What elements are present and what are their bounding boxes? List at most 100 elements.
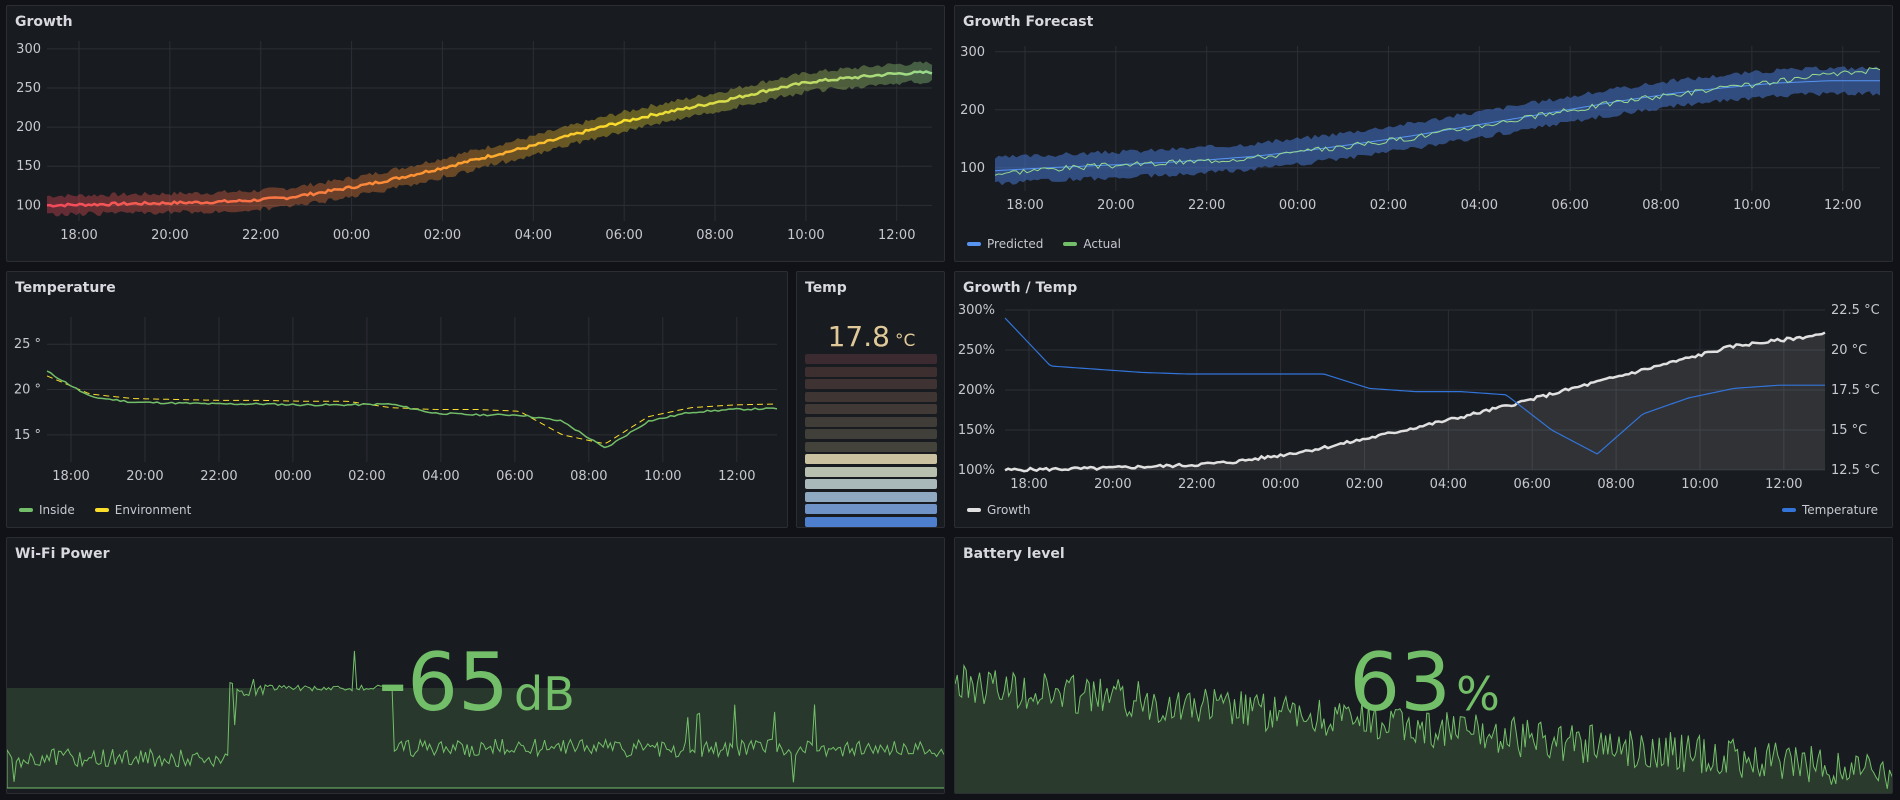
inside-line — [46, 370, 778, 449]
predicted-band — [995, 66, 1880, 186]
legend-label[interactable]: Temperature — [1801, 503, 1878, 517]
x-tick-label: 00:00 — [333, 228, 370, 243]
gauge-segment — [805, 504, 937, 514]
temperature-panel[interactable]: Temperature 18:00 20:00 22:00 00:00 02:00 04:… — [6, 271, 788, 528]
environment-line — [46, 375, 778, 445]
temperature-legend: Inside Environment — [19, 503, 191, 517]
y-tick-label: 150 — [16, 159, 41, 174]
panel-title: Temp — [805, 280, 847, 296]
panel-title: Growth — [15, 14, 73, 30]
x-tick-label: 12:00 — [1824, 198, 1861, 213]
y-tick-label: 15 ° — [14, 428, 41, 443]
growth-panel[interactable]: Growth 18:00 20:00 22:00 00:00 02:00 04:00 06:… — [6, 5, 945, 262]
y-tick-label-right: 22.5 °C — [1831, 303, 1880, 318]
x-tick-label: 08:00 — [696, 228, 733, 243]
gauge-segment — [805, 379, 937, 389]
y-tick-label-right: 15 °C — [1831, 423, 1867, 438]
x-tick-label: 02:00 — [348, 469, 385, 484]
gauge-segment — [805, 454, 937, 464]
temp-stat-panel[interactable]: Temp 17.8 °C — [796, 271, 945, 528]
x-tick-label: 22:00 — [1188, 198, 1225, 213]
x-tick-label: 20:00 — [1097, 198, 1134, 213]
x-tick-label: 20:00 — [126, 469, 163, 484]
legend-label[interactable]: Actual — [1083, 237, 1121, 251]
legend-label[interactable]: Predicted — [987, 237, 1044, 251]
wifi-power-panel[interactable]: Wi-Fi Power -65 dB — [6, 537, 945, 794]
growth-line — [1004, 331, 1826, 473]
predicted-line — [994, 80, 1880, 172]
temp-bar-gauge — [805, 354, 937, 527]
x-tick-label: 10:00 — [1733, 198, 1770, 213]
panel-title: Wi-Fi Power — [15, 546, 110, 562]
y-tick-label-right: 17.5 °C — [1831, 383, 1880, 398]
x-tick-label: 02:00 — [1346, 477, 1383, 492]
growth-area — [1005, 332, 1825, 472]
growth-temp-panel[interactable]: Growth / Temp 18:00 20:00 22:00 00:00 02:00 0… — [954, 271, 1893, 528]
y-tick-label: 100 — [960, 161, 985, 176]
x-tick-label: 06:00 — [1551, 198, 1588, 213]
growth-chart: 18:00 20:00 22:00 00:00 02:00 04:00 06:00 08:00… — [16, 41, 933, 243]
panel-title: Battery level — [963, 546, 1065, 562]
x-tick-label: 12:00 — [878, 228, 915, 243]
growth-forecast-panel[interactable]: Growth Forecast 18:00 20:00 22:00 00:00 02:0… — [954, 5, 1893, 262]
actual-line — [994, 67, 1881, 176]
x-tick-label: 04:00 — [1461, 198, 1498, 213]
y-tick-label: 25 ° — [14, 337, 41, 352]
x-tick-label: 08:00 — [1597, 477, 1634, 492]
wifi-sparkline — [7, 650, 944, 789]
forecast-chart: 18:00 20:00 22:00 00:00 02:00 04:00 06:00 08:00… — [960, 45, 1881, 213]
legend-label[interactable]: Environment — [114, 503, 192, 517]
gauge-segment — [805, 466, 937, 477]
legend-label[interactable]: Inside — [39, 503, 75, 517]
x-tick-label: 10:00 — [1681, 477, 1718, 492]
battery-level-panel[interactable]: Battery level 63 % — [954, 537, 1893, 794]
panel-title: Growth / Temp — [963, 280, 1078, 296]
x-tick-label: 22:00 — [200, 469, 237, 484]
y-tick-label: 300 — [960, 45, 985, 60]
y-tick-label-right: 20 °C — [1831, 343, 1867, 358]
battery-line — [955, 663, 1892, 789]
x-tick-label: 00:00 — [1262, 477, 1299, 492]
battery-sparkline — [955, 663, 1892, 793]
y-tick-label: 200 — [960, 103, 985, 118]
forecast-legend: Predicted Actual — [967, 237, 1121, 251]
legend-swatch — [967, 508, 981, 512]
y-tick-label-left: 100% — [958, 463, 995, 478]
gauge-segment — [805, 391, 937, 402]
x-tick-label: 00:00 — [274, 469, 311, 484]
y-tick-label: 20 ° — [14, 383, 41, 398]
gauge-segment — [805, 354, 937, 364]
gauge-segment — [805, 404, 937, 414]
y-tick-label: 250 — [16, 81, 41, 96]
y-tick-label-left: 150% — [958, 423, 995, 438]
legend-swatch — [19, 508, 33, 512]
panel-title: Growth Forecast — [963, 14, 1094, 30]
growth-temp-chart: 18:00 20:00 22:00 00:00 02:00 04:00 06:00 08:00… — [958, 303, 1880, 492]
y-tick-label-right: 12.5 °C — [1831, 463, 1880, 478]
wifi-value: -65 dB — [378, 636, 575, 729]
x-tick-label: 06:00 — [496, 469, 533, 484]
battery-value: 63 % — [1349, 636, 1500, 729]
x-tick-label: 04:00 — [1430, 477, 1467, 492]
x-tick-label: 10:00 — [787, 228, 824, 243]
x-tick-label: 02:00 — [1370, 198, 1407, 213]
legend-swatch — [967, 242, 981, 246]
x-tick-label: 06:00 — [605, 228, 642, 243]
x-tick-label: 08:00 — [1642, 198, 1679, 213]
gauge-segment — [805, 366, 937, 377]
gauge-segment — [805, 491, 937, 502]
wifi-line — [7, 650, 944, 789]
x-tick-label: 04:00 — [422, 469, 459, 484]
x-tick-label: 20:00 — [151, 228, 188, 243]
x-tick-label: 22:00 — [242, 228, 279, 243]
legend-label[interactable]: Growth — [987, 503, 1031, 517]
y-tick-label: 100 — [16, 198, 41, 213]
confidence-band — [47, 61, 932, 217]
x-tick-label: 02:00 — [424, 228, 461, 243]
panel-title: Temperature — [15, 280, 116, 296]
x-tick-label: 06:00 — [1513, 477, 1550, 492]
gauge-segment — [805, 416, 937, 427]
wifi-fill — [7, 688, 944, 788]
x-tick-label: 04:00 — [515, 228, 552, 243]
temperature-chart: 18:00 20:00 22:00 00:00 02:00 04:00 06:00 08:00… — [14, 317, 778, 484]
